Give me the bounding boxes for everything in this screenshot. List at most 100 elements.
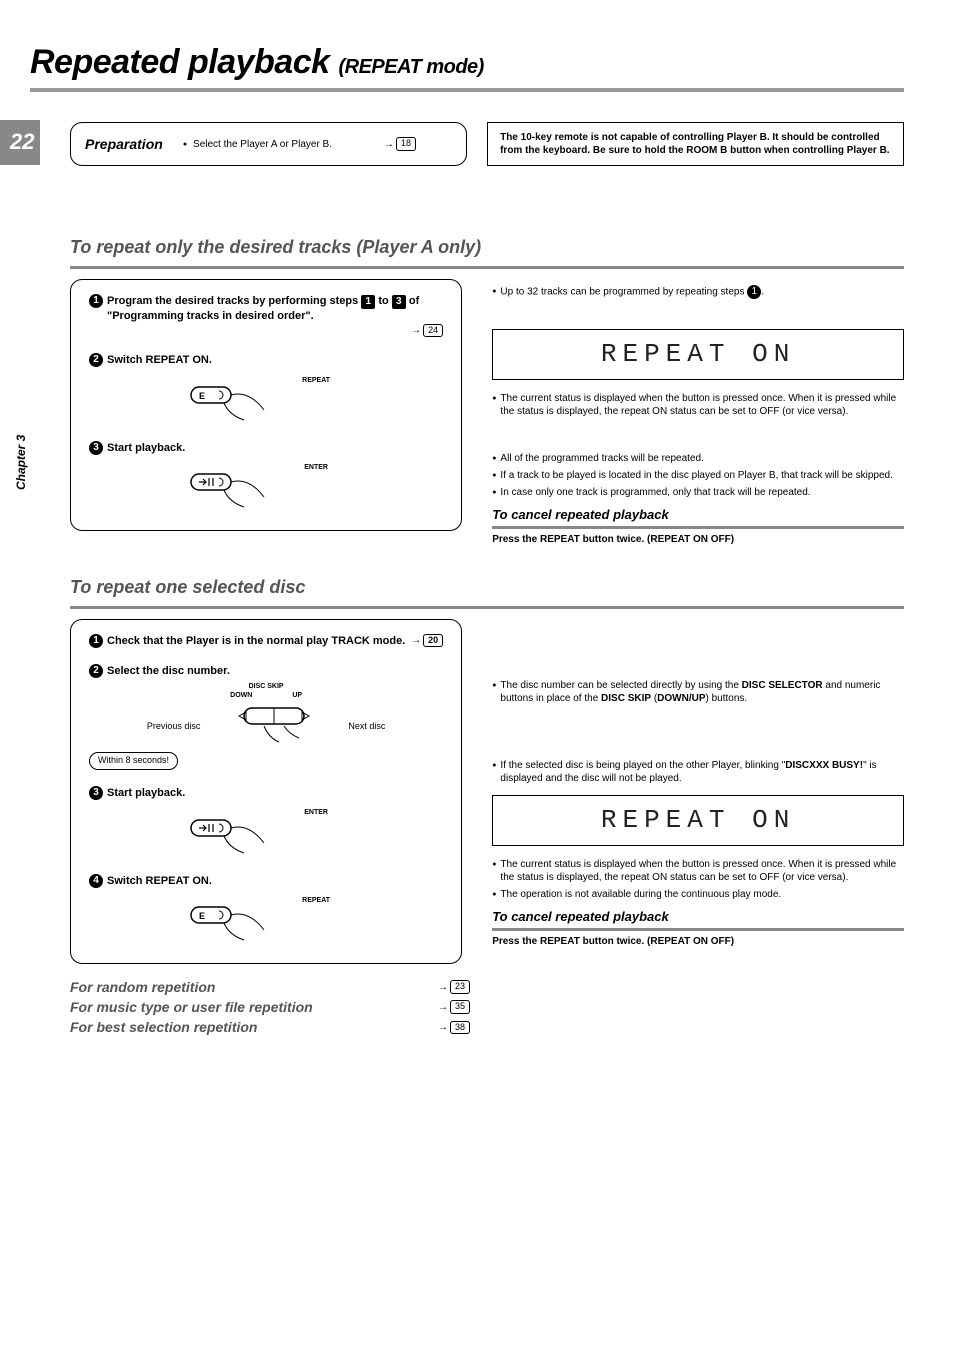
chapter-label: Chapter 3 bbox=[14, 435, 30, 490]
repeat-button-diagram-2: REPEAT E bbox=[189, 896, 443, 945]
step-number-2: 2 bbox=[89, 353, 103, 367]
title-main-text: Repeated playback bbox=[30, 43, 330, 81]
s1-right-bullet1: Up to 32 tracks can be programmed by rep… bbox=[492, 285, 904, 299]
display-repeat-on-1: REPEAT ON bbox=[492, 329, 904, 381]
preparation-pageref: → 18 bbox=[384, 137, 416, 151]
cancel-heading-1: To cancel repeated playback bbox=[492, 507, 904, 524]
note-box: The 10-key remote is not capable of cont… bbox=[487, 122, 904, 166]
within-8-seconds: Within 8 seconds! bbox=[89, 752, 178, 770]
step2-text: Switch REPEAT ON. bbox=[107, 353, 212, 367]
s2-right-bullet2: If the selected disc is being played on … bbox=[492, 759, 904, 785]
footer-link-3-text: For best selection repetition bbox=[70, 1018, 257, 1036]
s1-right-bullet2: The current status is displayed when the… bbox=[492, 392, 904, 418]
section1-rule bbox=[70, 266, 904, 269]
repeat-btn-label: REPEAT bbox=[189, 376, 443, 385]
arrow-icon: → bbox=[384, 138, 394, 151]
enter-btn-label-2: ENTER bbox=[189, 808, 443, 817]
preparation-text: Select the Player A or Player B. bbox=[193, 138, 332, 151]
s1rb1b: . bbox=[761, 286, 764, 297]
display-text: REPEAT ON bbox=[601, 339, 795, 369]
arrow-icon: → bbox=[438, 981, 448, 994]
down-label: DOWN bbox=[230, 691, 252, 700]
preparation-box: Preparation ● Select the Player A or Pla… bbox=[70, 122, 467, 166]
s2rb3: The current status is displayed when the… bbox=[500, 858, 904, 884]
display-text-2: REPEAT ON bbox=[601, 805, 795, 835]
inline-num-1: 1 bbox=[361, 295, 375, 309]
s1rb3: All of the programmed tracks will be rep… bbox=[500, 452, 703, 465]
svg-text:E: E bbox=[199, 391, 205, 401]
bullet-dot: ● bbox=[183, 140, 187, 149]
repeat-button-diagram: REPEAT E bbox=[189, 376, 443, 425]
s2rb1b2: DISC SKIP bbox=[601, 693, 651, 704]
s2-step3-text: Start playback. bbox=[107, 786, 185, 800]
step-number-1: 1 bbox=[89, 294, 103, 308]
footer-link-2-text: For music type or user file repetition bbox=[70, 998, 313, 1016]
section2-steps-box: 1 Check that the Player is in the normal… bbox=[70, 619, 462, 964]
pageref-num: 18 bbox=[396, 137, 416, 151]
step-number-3b: 3 bbox=[89, 786, 103, 800]
s2-right-bullet1: The disc number can be selected directly… bbox=[492, 679, 904, 705]
s2-right-bullet3: The current status is displayed when the… bbox=[492, 858, 904, 884]
prev-disc-label: Previous disc bbox=[147, 721, 201, 733]
cancel-heading-2: To cancel repeated playback bbox=[492, 909, 904, 926]
s2-step1-pageref: → 20 bbox=[411, 634, 443, 648]
step-number-1b: 1 bbox=[89, 634, 103, 648]
arrow-icon: → bbox=[438, 1001, 448, 1014]
s1-right-bullet4: If a track to be played is located in th… bbox=[492, 469, 904, 482]
section2-title: To repeat one selected disc bbox=[70, 576, 904, 599]
s2rb1d: ) buttons. bbox=[706, 693, 748, 704]
section1-steps-box: 1 Program the desired tracks by performi… bbox=[70, 279, 462, 531]
next-disc-label: Next disc bbox=[348, 721, 385, 733]
pageref-num: 24 bbox=[423, 324, 443, 338]
s1-right-bullet5: In case only one track is programmed, on… bbox=[492, 486, 904, 499]
enter-button-diagram-2: ENTER bbox=[189, 808, 443, 857]
s2-right-bullet4: The operation is not available during th… bbox=[492, 888, 904, 901]
inline-step-1: 1 bbox=[747, 285, 761, 299]
s1p2: to bbox=[378, 295, 388, 307]
step3-text: Start playback. bbox=[107, 441, 185, 455]
step1-text: Program the desired tracks by performing… bbox=[107, 294, 443, 323]
main-title: Repeated playback (REPEAT mode) bbox=[30, 40, 904, 84]
pageref-num: 38 bbox=[450, 1021, 470, 1035]
display-repeat-on-2: REPEAT ON bbox=[492, 795, 904, 847]
s2-step4-text: Switch REPEAT ON. bbox=[107, 874, 212, 888]
s1-right-bullet3: All of the programmed tracks will be rep… bbox=[492, 452, 904, 465]
cancel-text-2: Press the REPEAT button twice. (REPEAT O… bbox=[492, 935, 904, 948]
enter-button-diagram: ENTER bbox=[189, 463, 443, 512]
step1-pageref: → 24 bbox=[411, 324, 443, 338]
step-number-4b: 4 bbox=[89, 874, 103, 888]
s1rb5: In case only one track is programmed, on… bbox=[500, 486, 810, 499]
footer-links: For random repetition →23 For music type… bbox=[70, 978, 904, 1037]
s2rb2b: DISCXXX BUSY! bbox=[785, 760, 863, 771]
footer-link-random: For random repetition →23 bbox=[70, 978, 470, 996]
svg-text:E: E bbox=[199, 911, 205, 921]
footer-link-music-type: For music type or user file repetition →… bbox=[70, 998, 470, 1016]
disc-skip-label: DISC SKIP bbox=[89, 682, 443, 691]
footer-link-best-selection: For best selection repetition →38 bbox=[70, 1018, 470, 1036]
step-number-3: 3 bbox=[89, 441, 103, 455]
section1-title: To repeat only the desired tracks (Playe… bbox=[70, 236, 904, 259]
s2rb2a: If the selected disc is being played on … bbox=[500, 760, 785, 771]
s1rb1a: Up to 32 tracks can be programmed by rep… bbox=[500, 286, 744, 297]
footer-pageref-2: →35 bbox=[438, 1000, 470, 1014]
inline-num-3: 3 bbox=[392, 295, 406, 309]
s1rb4: If a track to be played is located in th… bbox=[500, 469, 892, 482]
arrow-icon: → bbox=[411, 324, 421, 337]
enter-btn-label: ENTER bbox=[189, 463, 443, 472]
pageref-num: 35 bbox=[450, 1000, 470, 1014]
s2-step1-text: Check that the Player is in the normal p… bbox=[107, 634, 405, 648]
s2rb1b3: DOWN/UP bbox=[657, 693, 705, 704]
s2-step2-text: Select the disc number. bbox=[107, 664, 230, 678]
s2rb1b1: DISC SELECTOR bbox=[742, 680, 823, 691]
s1p1: Program the desired tracks by performing… bbox=[107, 295, 358, 307]
page-number-tab: 22 bbox=[0, 120, 40, 165]
preparation-heading: Preparation bbox=[85, 135, 163, 153]
section2-rule bbox=[70, 606, 904, 609]
footer-pageref-3: →38 bbox=[438, 1021, 470, 1035]
cancel-text-1: Press the REPEAT button twice. (REPEAT O… bbox=[492, 533, 904, 546]
cancel-rule-1 bbox=[492, 526, 904, 529]
title-rule bbox=[30, 88, 904, 92]
disc-skip-diagram: Previous disc Next disc bbox=[89, 706, 443, 746]
s2rb4: The operation is not available during th… bbox=[500, 888, 781, 901]
s2rb1a: The disc number can be selected directly… bbox=[500, 680, 741, 691]
